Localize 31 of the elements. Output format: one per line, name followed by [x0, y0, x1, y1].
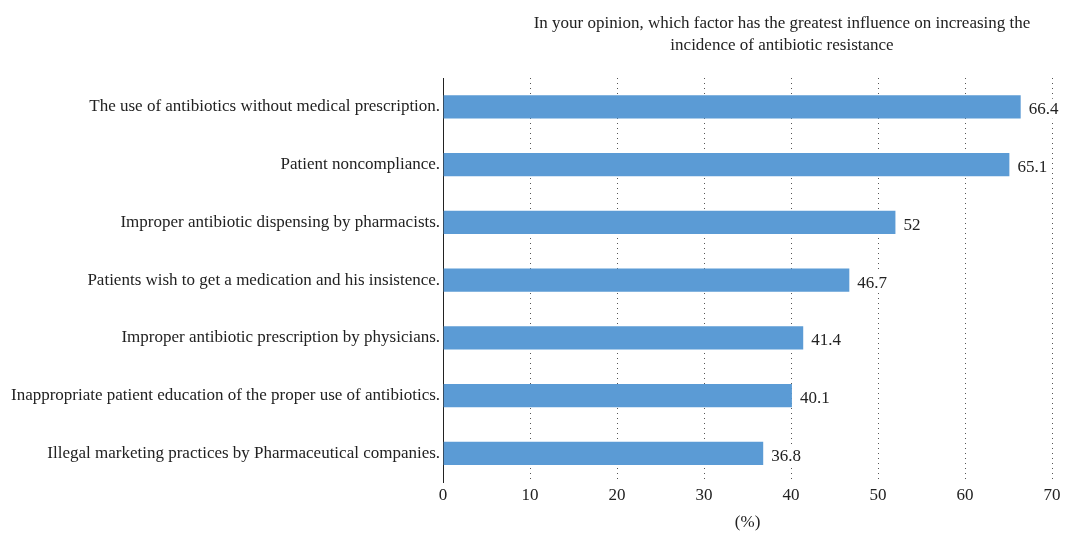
y-tick-label: Improper antibiotic prescription by physicians. [121, 327, 441, 347]
x-tick-label: 10 [521, 484, 539, 504]
x-tick-label: 60 [956, 484, 974, 504]
data-label: 46.7 [857, 272, 888, 292]
x-tick-label: 40 [782, 484, 800, 504]
data-label: 41.4 [811, 330, 842, 350]
bar [443, 268, 850, 292]
x-tick-label: 30 [695, 484, 713, 504]
x-axis-title: (%) [734, 512, 761, 532]
bar [443, 153, 1010, 177]
data-label: 66.4 [1028, 99, 1059, 119]
x-tick-label: 70 [1043, 484, 1061, 504]
bar [443, 95, 1021, 119]
y-tick-label: Illegal marketing practices by Pharmaceutical companies. [47, 442, 441, 462]
y-tick-label: Patients wish to get a medication and his insistence. [87, 269, 441, 289]
bar [443, 210, 896, 234]
data-label: 40.1 [799, 388, 830, 408]
data-label: 52 [903, 214, 921, 234]
y-tick-label: The use of antibiotics without medical prescription. [89, 96, 441, 116]
bar [443, 326, 804, 350]
bar [443, 384, 792, 408]
y-tick-label: Inappropriate patient education of the proper use of antibiotics. [10, 385, 441, 405]
x-tick-label: 50 [869, 484, 887, 504]
data-label: 36.8 [771, 445, 801, 465]
x-tick-label: 20 [608, 484, 626, 504]
y-tick-label: Improper antibiotic dispensing by pharmacists. [120, 211, 441, 231]
x-tick-label: 0 [438, 484, 448, 504]
chart-title: In your opinion, which factor has the greatest influence on increasing the incidence of antibiotic resistance [532, 12, 1032, 56]
data-label: 65.1 [1017, 157, 1048, 177]
y-tick-label: Patient noncompliance. [280, 154, 441, 174]
bar [443, 441, 764, 465]
